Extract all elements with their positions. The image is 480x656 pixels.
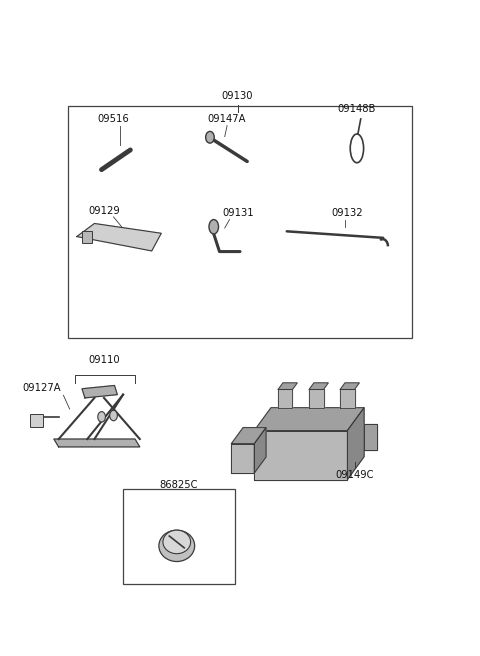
Text: 09130: 09130 <box>222 91 253 100</box>
Text: 86825C: 86825C <box>160 480 198 490</box>
Text: 09132: 09132 <box>332 208 363 218</box>
Text: 09149C: 09149C <box>336 470 374 480</box>
Polygon shape <box>82 386 117 398</box>
Polygon shape <box>77 224 161 251</box>
Polygon shape <box>254 430 348 480</box>
Polygon shape <box>340 383 360 390</box>
Polygon shape <box>54 439 140 447</box>
Polygon shape <box>309 390 324 407</box>
Text: 09147A: 09147A <box>208 114 246 124</box>
Polygon shape <box>231 443 254 473</box>
Bar <box>68 106 412 338</box>
Ellipse shape <box>163 530 191 554</box>
Text: 09129: 09129 <box>88 205 120 216</box>
Ellipse shape <box>159 530 195 562</box>
Bar <box>123 489 235 584</box>
Ellipse shape <box>110 410 117 420</box>
Polygon shape <box>278 390 292 407</box>
Polygon shape <box>278 383 297 390</box>
Ellipse shape <box>209 220 218 234</box>
Polygon shape <box>254 428 266 473</box>
Text: 09110: 09110 <box>88 356 120 365</box>
Text: 09127A: 09127A <box>23 383 61 394</box>
Ellipse shape <box>205 131 214 143</box>
Polygon shape <box>348 407 364 480</box>
Text: 09131: 09131 <box>223 208 254 218</box>
Bar <box>30 414 43 427</box>
Polygon shape <box>340 390 355 407</box>
Polygon shape <box>231 428 266 443</box>
Bar <box>82 232 92 243</box>
Polygon shape <box>254 407 364 430</box>
Polygon shape <box>309 383 328 390</box>
Text: 09148B: 09148B <box>338 104 376 114</box>
Ellipse shape <box>98 411 106 422</box>
Text: 09516: 09516 <box>97 114 130 124</box>
Polygon shape <box>364 424 377 450</box>
